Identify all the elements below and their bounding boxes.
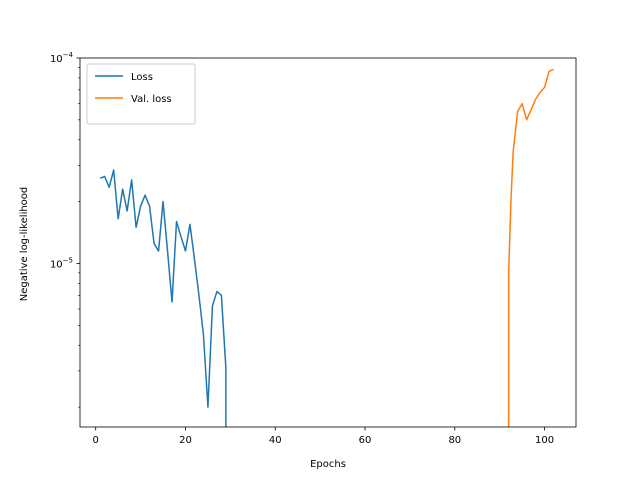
legend-box (86, 63, 196, 125)
y-tick-label: 10−4 (50, 51, 74, 65)
y-tick-label: 10−5 (50, 256, 73, 270)
x-tick-label: 100 (535, 435, 554, 446)
x-tick-label: 20 (179, 435, 192, 446)
lines-layer (99, 68, 554, 427)
axes-frame (79, 57, 577, 428)
series-line-2 (507, 68, 554, 427)
x-tick-label: 60 (359, 435, 372, 446)
ticks-layer: 0 20 40 60 80 100 10−5 10−4 (50, 51, 577, 446)
x-axis-label: Epochs (310, 459, 346, 470)
legend-label-1: Loss (131, 72, 153, 83)
legend-label-2: Val. loss (131, 94, 172, 105)
series-line-1 (99, 169, 227, 427)
x-tick-label: 80 (448, 435, 461, 446)
legend: Loss Val. loss (86, 63, 196, 125)
y-axis-label: Negative log-likelihood (19, 187, 30, 302)
x-tick-label: 0 (93, 435, 99, 446)
x-tick-label: 40 (269, 435, 282, 446)
